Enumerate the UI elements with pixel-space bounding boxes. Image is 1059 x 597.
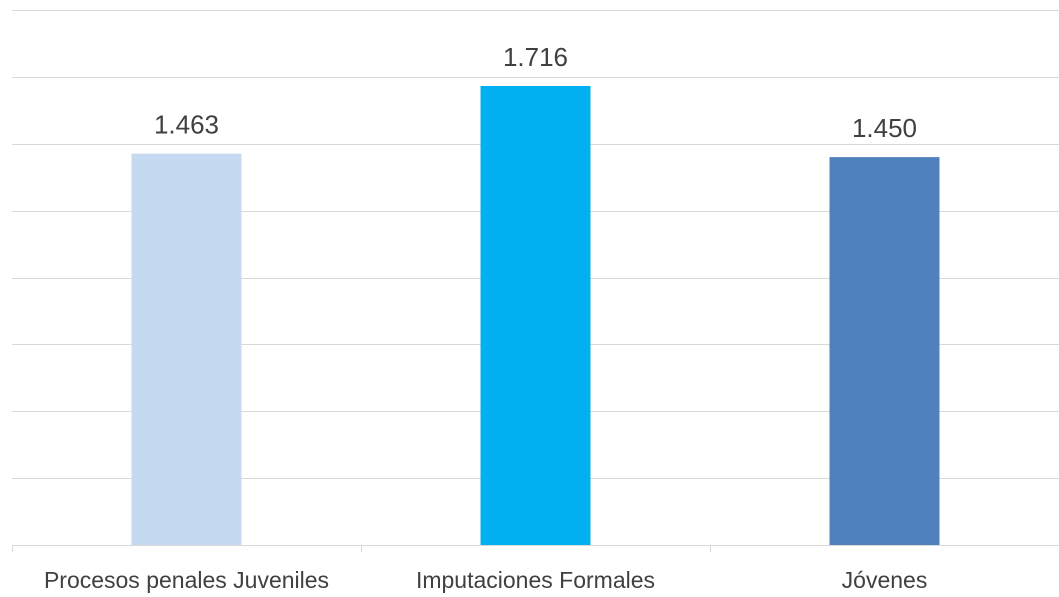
- data-label: 1.463: [154, 110, 219, 140]
- x-tick-label: Imputaciones Formales: [416, 567, 655, 593]
- data-label: 1.716: [503, 42, 568, 72]
- bars: [131, 85, 940, 545]
- bar: [480, 85, 591, 545]
- bar: [829, 157, 940, 545]
- data-label: 1.450: [852, 113, 917, 143]
- x-axis: Procesos penales Juveniles Imputaciones F…: [12, 545, 1059, 593]
- data-labels: 1.463 1.716 1.450: [154, 42, 917, 143]
- x-tick-label: Procesos penales Juveniles: [44, 567, 329, 593]
- x-tick-label: Jóvenes: [842, 567, 928, 593]
- bar: [131, 153, 242, 545]
